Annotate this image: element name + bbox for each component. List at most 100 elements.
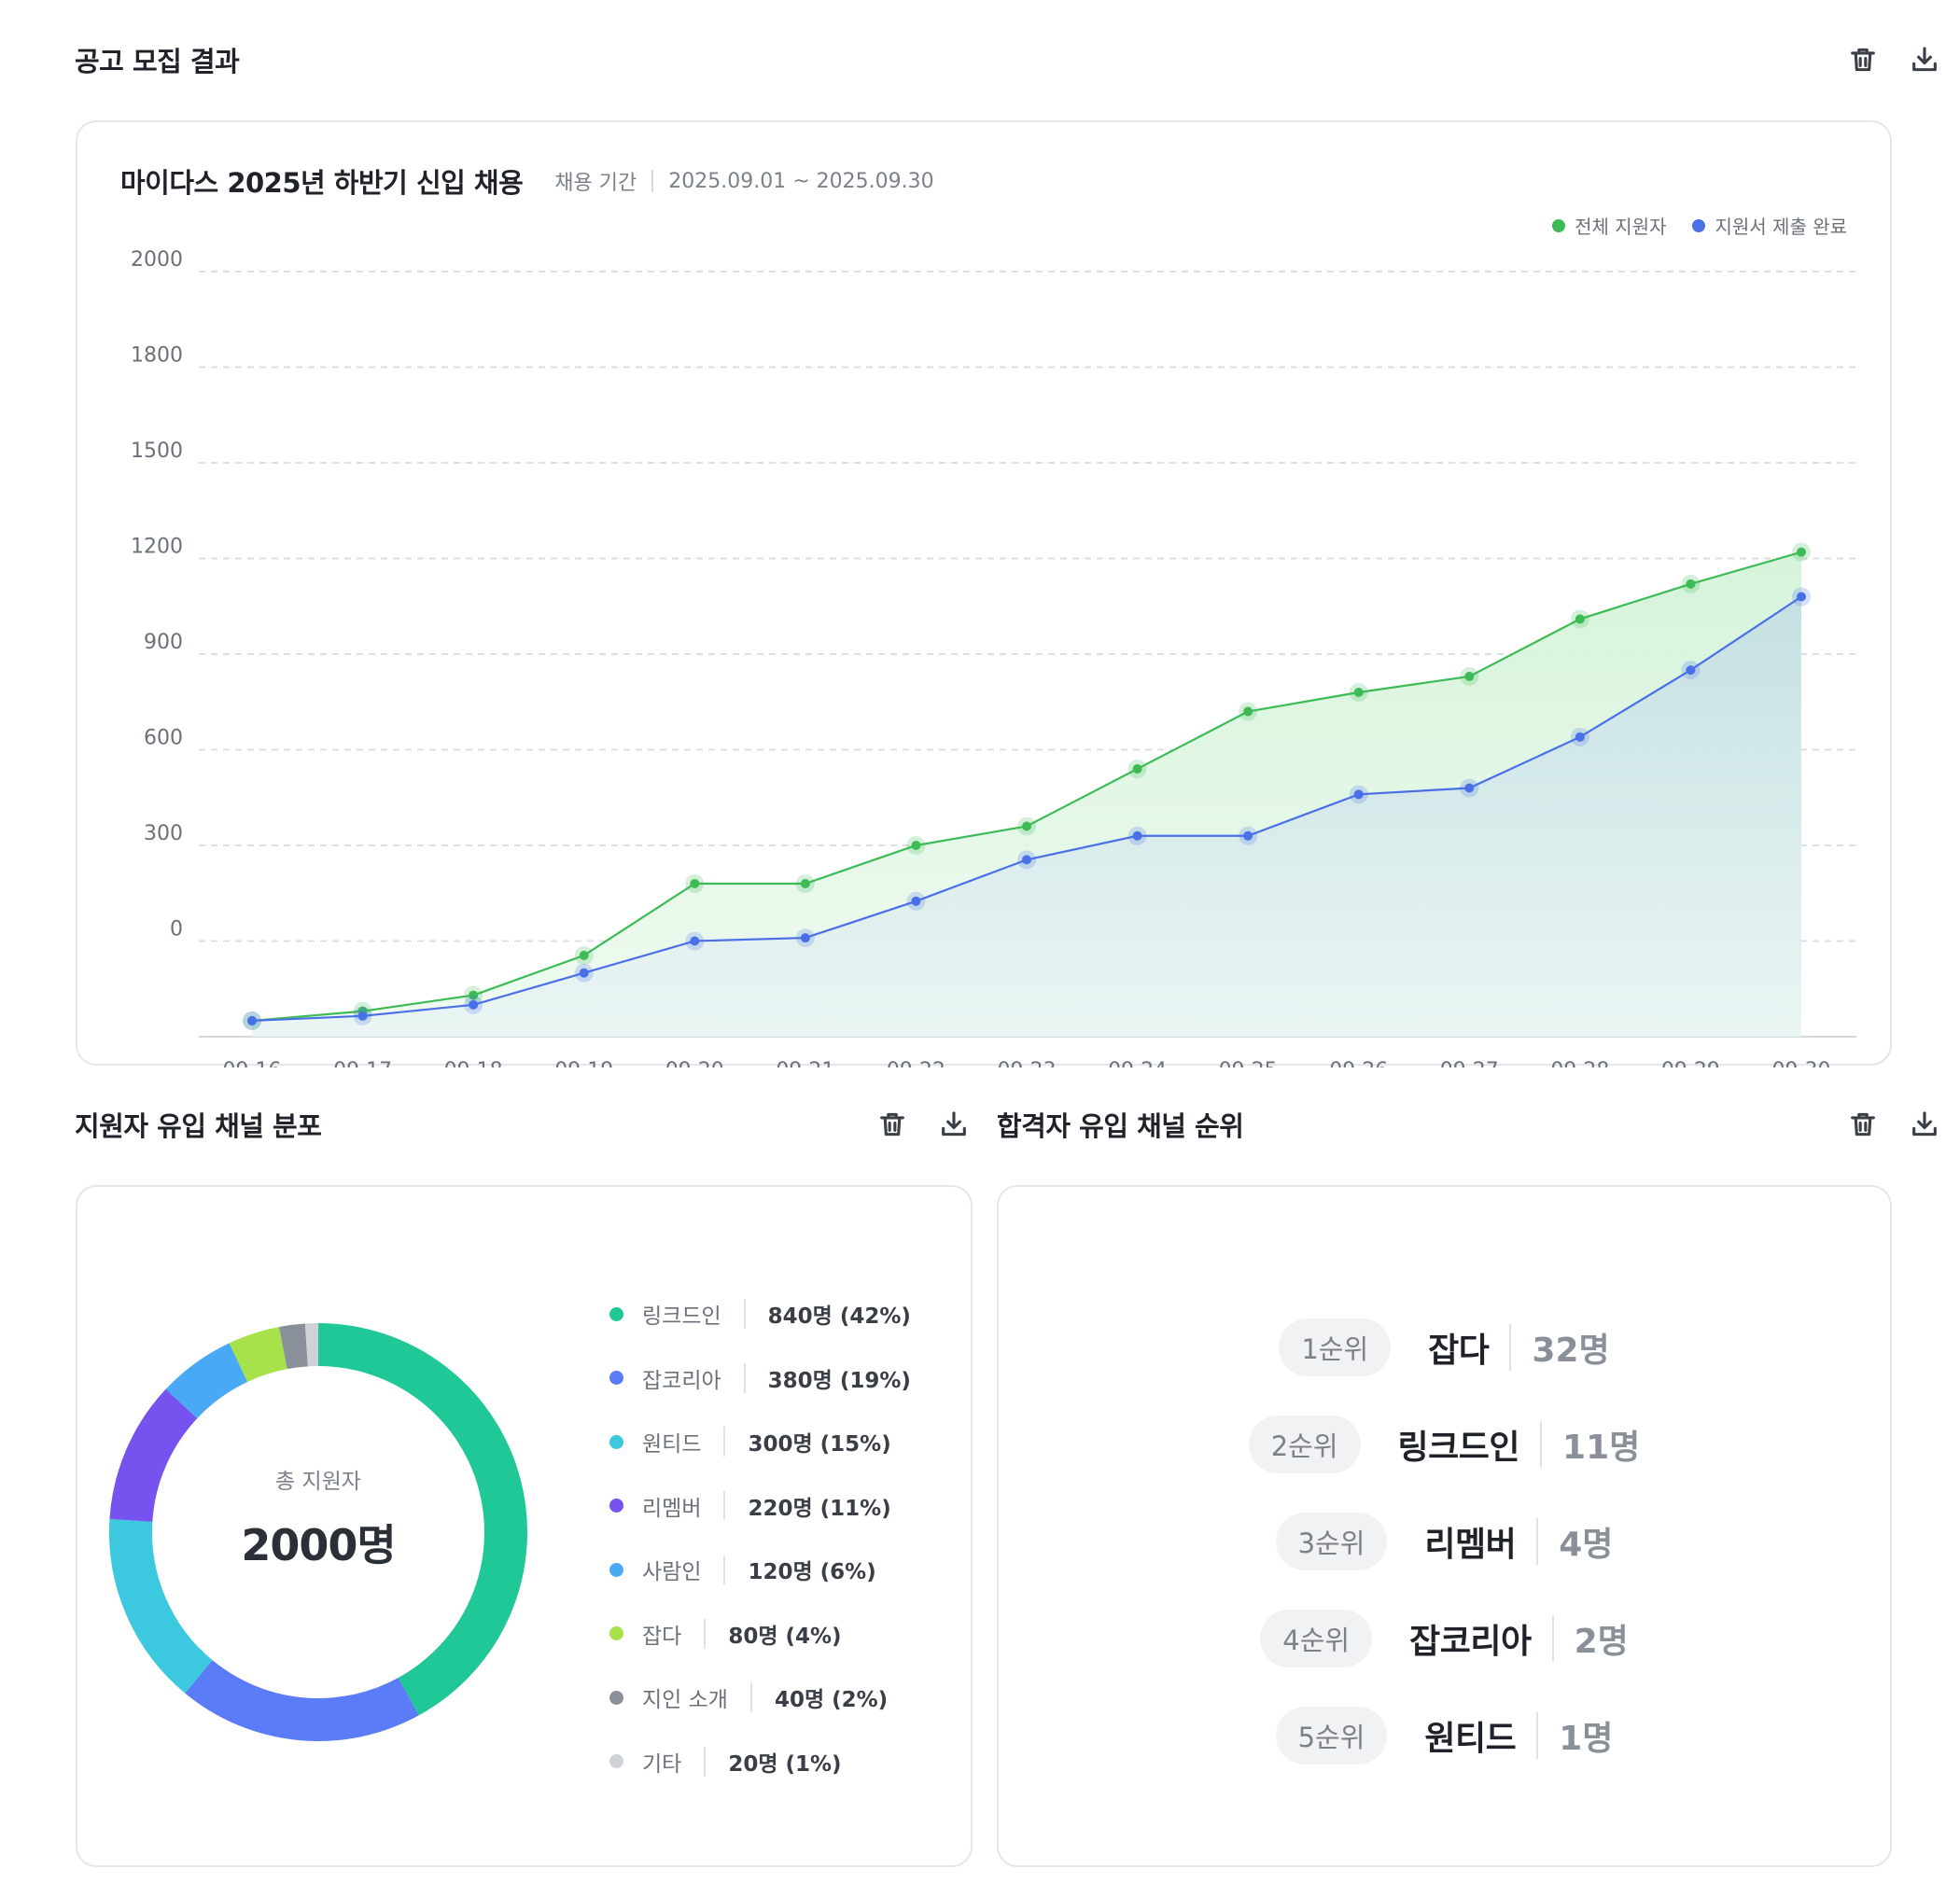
data-point — [1686, 579, 1696, 589]
channel-dot — [609, 1626, 623, 1641]
recruit-result-actions — [1846, 43, 1941, 77]
delete-button[interactable] — [875, 1108, 909, 1141]
channel-dot — [609, 1371, 623, 1386]
data-point — [1464, 671, 1475, 681]
x-tick-label: 09.30 — [1772, 1059, 1831, 1067]
legend-dot-submitted — [1692, 218, 1706, 232]
passer-ranking-header: 합격자 유입 채널 순위 — [997, 1106, 1941, 1143]
x-tick-label: 09.16 — [223, 1059, 282, 1067]
channel-name: 링크드인 — [642, 1304, 721, 1330]
legend-item-submitted[interactable]: 지원서 제출 완료 — [1692, 212, 1847, 239]
channel-name: 원티드 — [642, 1432, 702, 1458]
data-point — [690, 879, 700, 888]
channel-distribution-card: 총 지원자 2000명 링크드인 840명 (42%) 잡코리아 380명 (1… — [76, 1185, 973, 1867]
channel-legend-item: 링크드인 840명 (42%) — [609, 1282, 911, 1346]
delete-button[interactable] — [1846, 1108, 1880, 1141]
channel-dot — [609, 1562, 623, 1577]
donut-svg — [109, 1323, 527, 1741]
trash-icon — [1851, 1112, 1875, 1137]
donut-slice — [317, 1323, 527, 1716]
x-tick-label: 09.26 — [1329, 1059, 1388, 1067]
data-point — [1464, 783, 1475, 793]
data-point — [357, 1011, 368, 1021]
channel-name: 잡코리아 — [642, 1368, 721, 1393]
x-tick-label: 09.29 — [1661, 1059, 1720, 1067]
donut-slice — [279, 1323, 309, 1370]
x-tick-label: 09.24 — [1108, 1059, 1167, 1067]
rank-row: 1순위 잡다 32명 — [999, 1299, 1890, 1396]
rank-count: 4명 — [1559, 1526, 1614, 1564]
total-value: 2000명 — [241, 1520, 396, 1570]
rank-divider — [1540, 1421, 1543, 1468]
data-point — [1575, 732, 1585, 742]
x-tick-label: 09.17 — [333, 1059, 392, 1067]
channel-divider — [704, 1618, 707, 1649]
data-point — [579, 968, 589, 978]
rank-row: 4순위 잡코리아 2명 — [999, 1590, 1890, 1687]
recruit-result-header: 공고 모집 결과 — [75, 41, 1941, 78]
channel-dot — [609, 1690, 623, 1705]
channel-legend-item: 원티드 300명 (15%) — [609, 1410, 911, 1474]
rank-row: 3순위 리멤버 4명 — [999, 1493, 1890, 1590]
donut-slice — [109, 1388, 198, 1523]
data-point — [1353, 688, 1364, 697]
recruit-result-title: 공고 모집 결과 — [75, 46, 240, 77]
channel-divider — [704, 1746, 707, 1777]
channel-value: 20명 (1%) — [728, 1751, 842, 1777]
channel-legend: 링크드인 840명 (42%) 잡코리아 380명 (19%) 원티드 300명… — [609, 1282, 911, 1793]
total-label: 총 지원자 — [275, 1470, 361, 1494]
channel-divider — [723, 1490, 726, 1521]
trash-icon — [880, 1112, 904, 1137]
y-tick-label: 300 — [144, 822, 183, 845]
rank-divider — [1536, 1712, 1539, 1759]
channel-divider — [743, 1299, 746, 1330]
data-point — [469, 999, 479, 1010]
rank-badge: 4순위 — [1260, 1610, 1373, 1667]
y-tick-label: 2000 — [131, 248, 183, 272]
passer-ranking-title: 합격자 유입 채널 순위 — [997, 1110, 1244, 1142]
rank-badge: 3순위 — [1275, 1513, 1388, 1570]
rank-divider — [1509, 1324, 1512, 1371]
channel-legend-item: 리멤버 220명 (11%) — [609, 1474, 911, 1539]
download-button[interactable] — [1908, 1108, 1941, 1141]
y-tick-label: 1500 — [131, 439, 183, 463]
download-button[interactable] — [937, 1108, 971, 1141]
data-point — [800, 879, 810, 888]
data-point — [1022, 855, 1031, 865]
channel-divider — [723, 1427, 726, 1458]
channel-name: 잡다 — [642, 1624, 682, 1649]
period-divider — [651, 170, 654, 192]
data-point — [1686, 665, 1696, 676]
channel-value: 220명 (11%) — [748, 1496, 891, 1521]
data-point — [1243, 830, 1253, 841]
rank-channel-name: 원티드 — [1424, 1720, 1517, 1758]
channel-divider — [723, 1555, 726, 1585]
channel-value: 120명 (6%) — [748, 1560, 876, 1585]
x-tick-label: 09.25 — [1219, 1059, 1278, 1067]
data-point — [911, 841, 921, 850]
x-tick-label: 09.22 — [887, 1059, 945, 1067]
x-tick-label: 09.18 — [444, 1059, 503, 1067]
channel-divider — [749, 1682, 752, 1713]
donut-slice — [109, 1518, 213, 1694]
period-value: 2025.09.01 ~ 2025.09.30 — [668, 169, 934, 193]
download-icon — [942, 1111, 966, 1137]
data-point — [1132, 830, 1142, 841]
delete-button[interactable] — [1846, 43, 1880, 77]
channel-name: 사람인 — [642, 1560, 702, 1585]
data-point — [247, 1015, 257, 1025]
x-tick-label: 09.19 — [554, 1059, 613, 1067]
channel-divider — [743, 1362, 746, 1393]
chart-title: 마이다스 2025년 하반기 신입 채용 — [120, 167, 524, 199]
y-tick-label: 1200 — [131, 536, 183, 559]
data-point — [1022, 821, 1031, 831]
rank-channel-name: 잡코리아 — [1409, 1623, 1532, 1661]
download-button[interactable] — [1908, 43, 1941, 77]
channel-legend-item: 잡코리아 380명 (19%) — [609, 1346, 911, 1411]
period-label: 채용 기간 — [554, 172, 637, 195]
channel-value: 40명 (2%) — [774, 1688, 889, 1713]
channel-legend-item: 잡다 80명 (4%) — [609, 1602, 911, 1667]
rank-count: 11명 — [1562, 1429, 1641, 1467]
legend-item-total[interactable]: 전체 지원자 — [1552, 212, 1666, 239]
y-tick-label: 900 — [144, 631, 183, 654]
